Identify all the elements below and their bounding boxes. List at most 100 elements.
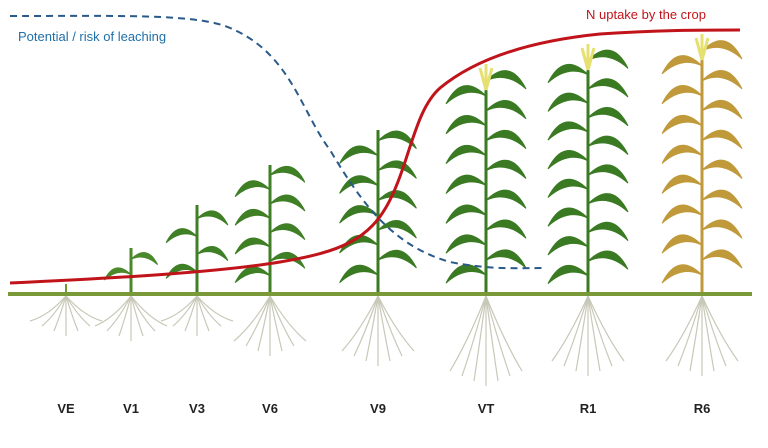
leaf (445, 115, 487, 135)
leaf (339, 175, 379, 194)
plants (29, 34, 743, 386)
root (29, 295, 67, 322)
plant (339, 130, 417, 366)
leaf (661, 85, 703, 105)
leaf (339, 264, 379, 284)
root (106, 295, 132, 332)
leaf (547, 236, 589, 256)
leaf (339, 145, 379, 164)
plant (94, 248, 168, 341)
leaf (445, 174, 487, 194)
root (689, 295, 703, 372)
leaf (485, 249, 527, 269)
root (485, 295, 499, 382)
root (575, 295, 589, 372)
leaf (377, 190, 417, 209)
stage-label: R1 (580, 401, 597, 416)
root (461, 295, 487, 377)
root (341, 295, 379, 352)
leaf (269, 223, 306, 241)
root (41, 295, 67, 327)
leaf (701, 129, 743, 149)
root (563, 295, 589, 367)
root (377, 295, 391, 362)
plant (445, 64, 527, 386)
leaf (587, 164, 629, 184)
leaf (445, 234, 487, 254)
leaf (485, 100, 527, 120)
root (184, 295, 198, 332)
root (257, 295, 271, 352)
leaf (269, 165, 306, 183)
leaf (165, 228, 198, 244)
leaf (377, 130, 417, 149)
leaching-curve (9, 14, 546, 270)
root (233, 295, 271, 342)
leaf (196, 210, 229, 226)
leaf (701, 100, 743, 120)
root (677, 295, 703, 367)
leaf (547, 121, 589, 141)
leaf (587, 193, 629, 213)
plant (233, 165, 307, 356)
leaf (547, 64, 589, 84)
leaf (587, 221, 629, 241)
leaf (485, 130, 527, 150)
root (196, 295, 222, 327)
stage-label: V1 (123, 401, 139, 416)
leaf (485, 219, 527, 239)
leaf (547, 150, 589, 170)
leaf (661, 204, 703, 224)
leaf (445, 204, 487, 224)
leaf (485, 159, 527, 179)
tassel (478, 64, 494, 91)
plant (160, 205, 234, 336)
root (196, 295, 210, 332)
leaf (661, 234, 703, 254)
leaf (587, 135, 629, 155)
leaf (234, 237, 271, 255)
leaf (587, 49, 629, 69)
stage-label: VE (57, 401, 75, 416)
root (53, 295, 67, 332)
leaf (339, 205, 379, 224)
root (118, 295, 132, 337)
root (130, 295, 144, 337)
root (65, 295, 103, 322)
leaf (130, 252, 159, 266)
root (160, 295, 198, 322)
leaf (661, 55, 703, 75)
root (701, 295, 739, 362)
uptake-label: N uptake by the crop (586, 7, 706, 22)
root (587, 295, 625, 362)
leaf (269, 194, 306, 212)
root (269, 295, 295, 347)
stage-label: V3 (189, 401, 205, 416)
leaf (661, 115, 703, 135)
leaf (445, 264, 487, 284)
leaf (661, 144, 703, 164)
leaf (701, 40, 743, 60)
plant (29, 284, 103, 336)
stage-label: V9 (370, 401, 386, 416)
root (65, 295, 91, 327)
leaf (445, 144, 487, 164)
leaf (485, 189, 527, 209)
root (245, 295, 271, 347)
root (587, 295, 601, 372)
leaf (701, 159, 743, 179)
leaf (377, 220, 417, 239)
root (473, 295, 487, 382)
leaf (701, 219, 743, 239)
root (269, 295, 283, 352)
leaf (485, 70, 527, 90)
leaf (165, 263, 198, 279)
leaf (661, 174, 703, 194)
root (94, 295, 132, 327)
plant (547, 44, 629, 376)
root (353, 295, 379, 357)
leaf (661, 264, 703, 284)
leaf (701, 70, 743, 90)
leaf (234, 180, 271, 198)
root (365, 295, 379, 362)
